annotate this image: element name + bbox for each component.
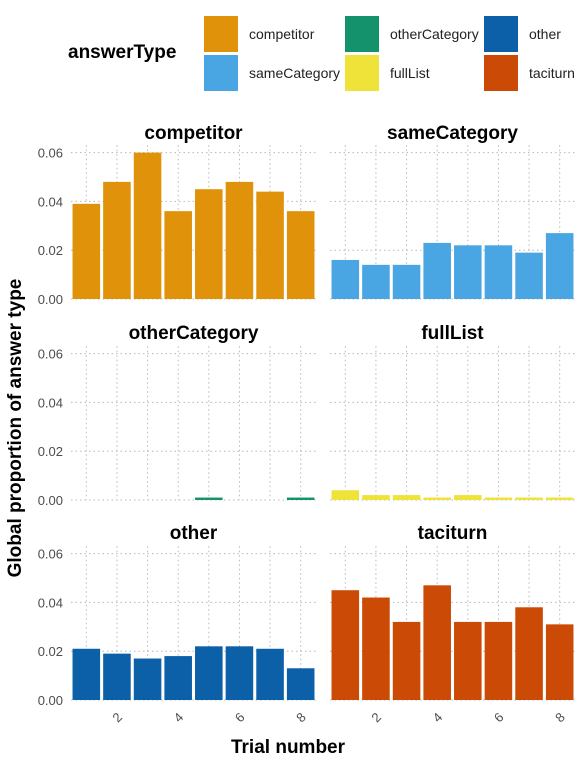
bar <box>133 658 162 700</box>
bar <box>225 181 254 299</box>
legend-label: otherCategory <box>390 26 479 42</box>
facet-title: competitor <box>144 123 243 144</box>
legend-label: fullList <box>390 65 430 81</box>
bar <box>423 497 451 500</box>
legend-swatch <box>484 16 518 52</box>
bar <box>362 597 390 700</box>
bar <box>454 621 482 700</box>
legend-swatch <box>345 16 379 52</box>
y-tick-label: 0.00 <box>38 493 63 508</box>
bar <box>286 497 315 500</box>
y-tick-label: 0.04 <box>38 595 63 610</box>
x-tick-label: 4 <box>430 709 446 725</box>
bar <box>515 497 543 500</box>
y-tick-label: 0.04 <box>38 194 63 209</box>
bar <box>72 203 101 299</box>
bar <box>331 490 360 500</box>
x-tick-label: 6 <box>232 709 248 725</box>
y-axis-label: Global proportion of answer type <box>5 278 26 578</box>
legend-label: competitor <box>249 26 315 42</box>
y-tick-label: 0.02 <box>38 444 63 459</box>
y-tick-label: 0.02 <box>38 243 63 258</box>
legend-swatch <box>204 55 238 91</box>
x-tick-label: 6 <box>491 709 507 725</box>
bar <box>423 242 451 299</box>
bar <box>195 646 223 700</box>
bar <box>545 233 574 299</box>
bar <box>195 497 223 500</box>
bar <box>331 590 360 700</box>
facet-title: sameCategory <box>387 123 518 144</box>
bar <box>331 259 360 299</box>
bar <box>256 191 284 299</box>
facet-title: other <box>170 523 218 544</box>
bar <box>392 621 421 700</box>
bar <box>195 189 223 299</box>
bar <box>256 648 284 700</box>
legend-label: other <box>529 26 561 42</box>
x-tick-label: 8 <box>293 709 309 725</box>
bar <box>362 264 390 299</box>
facet-title: fullList <box>421 323 484 344</box>
facet-title: taciturn <box>418 523 488 544</box>
bar <box>545 497 574 500</box>
bar <box>164 656 192 700</box>
bar <box>454 495 482 500</box>
bar <box>515 252 543 299</box>
x-axis-label: Trial number <box>230 737 346 758</box>
x-tick-label: 2 <box>368 709 384 725</box>
y-tick-label: 0.06 <box>38 547 63 562</box>
bar <box>392 495 421 500</box>
bar <box>72 648 101 700</box>
y-tick-label: 0.02 <box>38 644 63 659</box>
bar <box>392 264 421 299</box>
y-tick-label: 0.00 <box>38 292 63 307</box>
legend-label: taciturn <box>529 65 575 81</box>
legend-swatch <box>345 55 379 91</box>
x-tick-label: 4 <box>171 709 187 725</box>
y-tick-label: 0.04 <box>38 395 63 410</box>
legend-label: sameCategory <box>249 65 341 81</box>
bar <box>454 245 482 299</box>
bar <box>484 245 513 299</box>
legend-title: answerType <box>68 42 177 63</box>
bar <box>164 211 192 299</box>
bar <box>423 585 451 700</box>
bar <box>103 181 131 299</box>
y-tick-label: 0.00 <box>38 693 63 708</box>
bar <box>133 152 162 299</box>
y-tick-label: 0.06 <box>38 347 63 362</box>
bar <box>545 624 574 700</box>
bar <box>225 646 254 700</box>
bar <box>484 621 513 700</box>
legend-swatch <box>204 16 238 52</box>
x-tick-label: 2 <box>109 709 125 725</box>
bar <box>286 211 315 299</box>
bar <box>362 495 390 500</box>
bar <box>286 668 315 700</box>
bar <box>484 497 513 500</box>
y-tick-label: 0.06 <box>38 146 63 161</box>
bar <box>515 607 543 700</box>
facet-title: otherCategory <box>129 323 259 344</box>
bar <box>103 653 131 700</box>
legend-swatch <box>484 55 518 91</box>
x-tick-label: 8 <box>552 709 568 725</box>
